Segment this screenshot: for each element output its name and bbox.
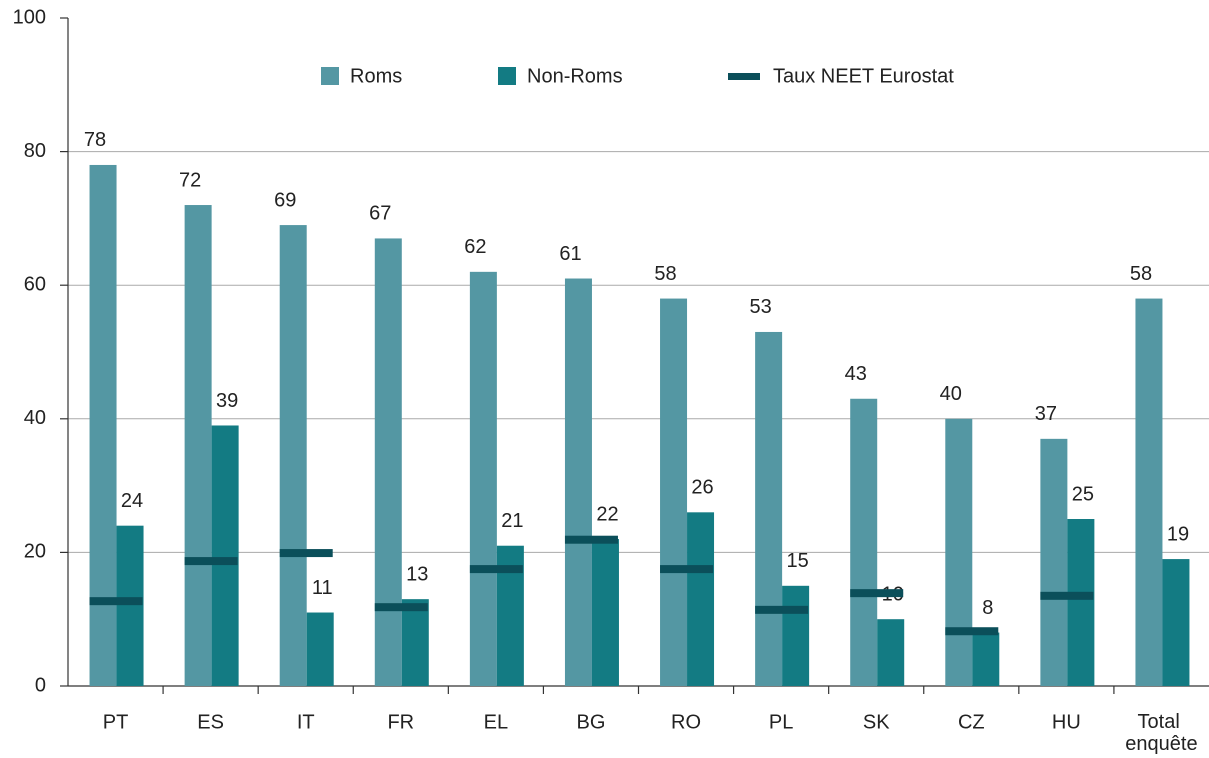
legend-swatch bbox=[728, 73, 760, 80]
data-label: 39 bbox=[216, 390, 238, 412]
x-tick-label: BG bbox=[577, 711, 606, 733]
bar bbox=[945, 418, 973, 686]
x-tick-label: RO bbox=[671, 711, 701, 733]
bar bbox=[1162, 559, 1190, 686]
data-label: 58 bbox=[654, 263, 676, 285]
bar bbox=[687, 512, 715, 686]
data-label: 11 bbox=[312, 577, 333, 599]
bar bbox=[660, 298, 688, 686]
x-tick-label: FR bbox=[387, 711, 414, 733]
data-label: 61 bbox=[559, 243, 581, 265]
bar bbox=[755, 331, 783, 686]
neet-mark bbox=[850, 589, 904, 598]
legend-swatch bbox=[498, 67, 516, 85]
y-tick-label: 80 bbox=[24, 140, 46, 162]
bar bbox=[972, 632, 1000, 686]
data-label: 22 bbox=[596, 503, 618, 525]
x-tick-label: HU bbox=[1052, 711, 1081, 733]
bar bbox=[211, 425, 239, 686]
x-tick-label: CZ bbox=[958, 711, 985, 733]
x-tick-label-line: Total bbox=[1138, 711, 1186, 733]
neet-mark bbox=[1040, 591, 1094, 600]
neet-mark bbox=[660, 565, 714, 574]
x-tick-label: IT bbox=[297, 711, 315, 733]
data-label: 53 bbox=[750, 296, 772, 318]
data-label: 62 bbox=[464, 236, 486, 258]
data-label: 58 bbox=[1130, 263, 1152, 285]
bar bbox=[184, 205, 212, 687]
bar bbox=[850, 398, 878, 686]
x-tick-label-line: enquête bbox=[1125, 733, 1197, 755]
bar bbox=[279, 225, 307, 686]
bar bbox=[782, 585, 810, 686]
data-label: 78 bbox=[84, 129, 106, 151]
data-label: 69 bbox=[274, 189, 296, 211]
neet-mark bbox=[89, 597, 143, 606]
neet-mark bbox=[469, 565, 523, 574]
y-tick-label: 60 bbox=[24, 273, 46, 295]
data-label: 15 bbox=[787, 550, 809, 572]
data-label: 21 bbox=[501, 510, 523, 532]
neet-mark bbox=[374, 603, 428, 612]
x-tick-label: PT bbox=[103, 711, 129, 733]
legend-label: Roms bbox=[350, 65, 402, 87]
bar bbox=[1135, 298, 1163, 686]
bar bbox=[89, 164, 117, 686]
bar bbox=[469, 271, 497, 686]
y-tick-label: 40 bbox=[24, 407, 46, 429]
bar bbox=[374, 238, 402, 686]
data-label: 40 bbox=[940, 383, 962, 405]
bar bbox=[306, 612, 334, 686]
x-tick-label: ES bbox=[197, 711, 224, 733]
legend-label: Taux NEET Eurostat bbox=[773, 65, 954, 87]
bar bbox=[1040, 438, 1068, 686]
data-label: 25 bbox=[1072, 483, 1094, 505]
y-tick-label: 100 bbox=[13, 6, 46, 28]
data-label: 19 bbox=[1167, 523, 1189, 545]
bar bbox=[591, 539, 619, 686]
bar bbox=[401, 599, 429, 686]
data-label: 37 bbox=[1035, 403, 1057, 425]
data-label: 24 bbox=[121, 490, 143, 512]
bar bbox=[877, 619, 905, 686]
data-label: 43 bbox=[845, 363, 867, 385]
legend-swatch bbox=[321, 67, 339, 85]
bar bbox=[564, 278, 592, 686]
neet-mark bbox=[564, 535, 618, 544]
bar bbox=[1067, 519, 1095, 686]
legend-label: Non-Roms bbox=[527, 65, 623, 87]
bar bbox=[116, 525, 144, 686]
neet-mark bbox=[755, 605, 809, 614]
neet-mark bbox=[184, 557, 238, 566]
neet-mark bbox=[945, 627, 999, 636]
x-tick-label: Total enquête bbox=[1125, 711, 1197, 755]
x-tick-label: PL bbox=[769, 711, 793, 733]
x-tick-label: SK bbox=[863, 711, 890, 733]
neet-mark bbox=[279, 549, 333, 558]
data-label: 67 bbox=[369, 203, 391, 225]
data-label: 13 bbox=[406, 563, 428, 585]
data-label: 26 bbox=[691, 477, 713, 499]
y-tick-label: 0 bbox=[35, 674, 46, 696]
data-label: 72 bbox=[179, 169, 201, 191]
data-label: 8 bbox=[982, 597, 993, 619]
x-tick-label: EL bbox=[484, 711, 508, 733]
y-tick-label: 20 bbox=[24, 541, 46, 563]
